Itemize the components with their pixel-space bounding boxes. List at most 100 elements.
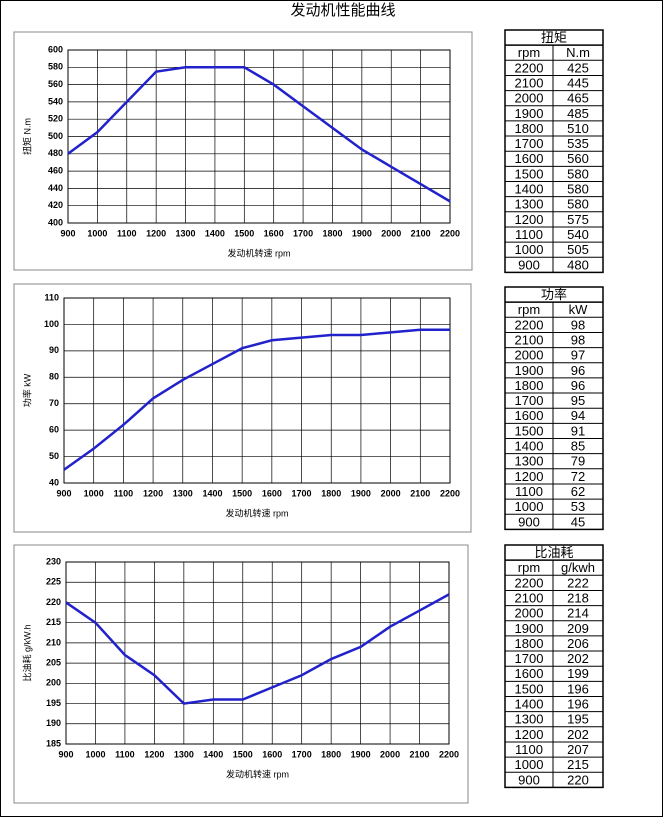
table-cell: 1200 (515, 727, 544, 742)
table-cell: 94 (571, 408, 585, 423)
table-cell: 580 (567, 197, 589, 212)
table-cell: 1600 (515, 666, 544, 681)
y-tick-label: 560 (48, 79, 63, 89)
y-tick-label: 190 (46, 718, 61, 728)
x-tick-label: 900 (56, 488, 71, 498)
y-axis-label: 比油耗 g/kW.h (21, 624, 32, 681)
x-tick-label: 1200 (144, 749, 164, 759)
table-cell: 1700 (515, 651, 544, 666)
table-cell: 222 (567, 575, 589, 590)
x-tick-label: 1100 (114, 488, 134, 498)
table-cell: 580 (567, 182, 589, 197)
x-tick-label: 1500 (232, 488, 252, 498)
table-cell: 575 (567, 212, 589, 227)
table-cell: 2100 (515, 332, 544, 347)
table-cell: 96 (571, 363, 585, 378)
plot-frame (67, 49, 451, 224)
table-cell: 199 (567, 666, 589, 681)
table-cell: 85 (571, 439, 585, 454)
table-cell: 560 (567, 151, 589, 166)
table-cell: 196 (567, 697, 589, 712)
table-cell: 202 (567, 651, 589, 666)
plot-frame (63, 297, 451, 484)
y-tick-label: 460 (48, 165, 63, 175)
table-cell: 1200 (515, 469, 544, 484)
table-cell: 510 (567, 121, 589, 136)
table-cell: 98 (571, 317, 585, 332)
table-cell: 79 (571, 454, 585, 469)
y-tick-label: 80 (49, 372, 59, 382)
table-cell: 1000 (515, 499, 544, 514)
table-cell: 1600 (515, 408, 544, 423)
table-cell: 195 (567, 712, 589, 727)
x-tick-label: 1000 (87, 228, 107, 238)
x-axis-label: 发动机转速 rpm (226, 768, 289, 779)
x-tick-label: 1800 (321, 488, 341, 498)
table-cell: 1000 (515, 242, 544, 257)
table-cell: 1200 (515, 212, 544, 227)
y-tick-label: 520 (48, 114, 63, 124)
table-header: kW (569, 302, 589, 317)
y-tick-label: 210 (46, 637, 61, 647)
x-tick-label: 1500 (233, 749, 253, 759)
table-header: rpm (518, 302, 540, 317)
x-tick-label: 1600 (262, 488, 282, 498)
x-tick-label: 1200 (143, 488, 163, 498)
table-cell: 580 (567, 166, 589, 181)
table-header: rpm (518, 45, 540, 60)
table-cell: 535 (567, 136, 589, 151)
y-tick-label: 40 (49, 477, 59, 487)
table-cell: 445 (567, 75, 589, 90)
chart-panel (13, 31, 473, 271)
y-tick-label: 580 (48, 62, 63, 72)
table-cell: 214 (567, 606, 589, 621)
table-cell: 53 (571, 499, 585, 514)
table-cell: 425 (567, 60, 589, 75)
y-tick-label: 480 (48, 148, 63, 158)
data-line (67, 66, 451, 203)
x-tick-label: 2200 (439, 749, 459, 759)
y-tick-label: 100 (44, 319, 59, 329)
table-cell: 505 (567, 242, 589, 257)
x-tick-label: 1400 (203, 749, 223, 759)
table-header: rpm (518, 560, 540, 575)
table-cell: 209 (567, 621, 589, 636)
y-tick-label: 230 (46, 556, 61, 566)
table-cell: 220 (567, 772, 589, 787)
x-tick-label: 1900 (351, 488, 371, 498)
table-cell: 1900 (515, 106, 544, 121)
table-cell: 1400 (515, 439, 544, 454)
table-cell: 1400 (515, 697, 544, 712)
x-tick-label: 1300 (174, 749, 194, 759)
table-cell: 196 (567, 681, 589, 696)
x-tick-label: 1200 (146, 228, 166, 238)
x-tick-label: 1600 (264, 228, 284, 238)
table-cell: 45 (571, 514, 585, 529)
x-tick-label: 2200 (440, 228, 460, 238)
table-cell: 1100 (515, 484, 543, 499)
table-cell: 1700 (515, 393, 544, 408)
table-cell: 2000 (515, 91, 544, 106)
x-axis-label: 发动机转速 rpm (227, 247, 290, 258)
chart-panel (13, 544, 469, 804)
x-tick-label: 1600 (262, 749, 282, 759)
data-line (65, 593, 450, 705)
table-cell: 465 (567, 91, 589, 106)
table-cell: 91 (571, 423, 585, 438)
table-cell: 1900 (515, 363, 544, 378)
table-cell: 1300 (515, 454, 544, 469)
x-tick-label: 1700 (292, 488, 312, 498)
x-tick-label: 2100 (410, 749, 430, 759)
x-tick-label: 900 (60, 228, 75, 238)
table-header: g/kwh (561, 560, 595, 575)
y-tick-label: 420 (48, 200, 63, 210)
table-cell: 1500 (515, 166, 544, 181)
data-line (63, 328, 450, 471)
y-tick-label: 185 (46, 738, 61, 748)
table-cell: 2200 (515, 60, 544, 75)
table-cell: 1300 (515, 197, 544, 212)
table-cell: 1700 (515, 136, 544, 151)
x-axis-label: 发动机转速 rpm (225, 507, 288, 518)
y-tick-label: 50 (49, 451, 59, 461)
